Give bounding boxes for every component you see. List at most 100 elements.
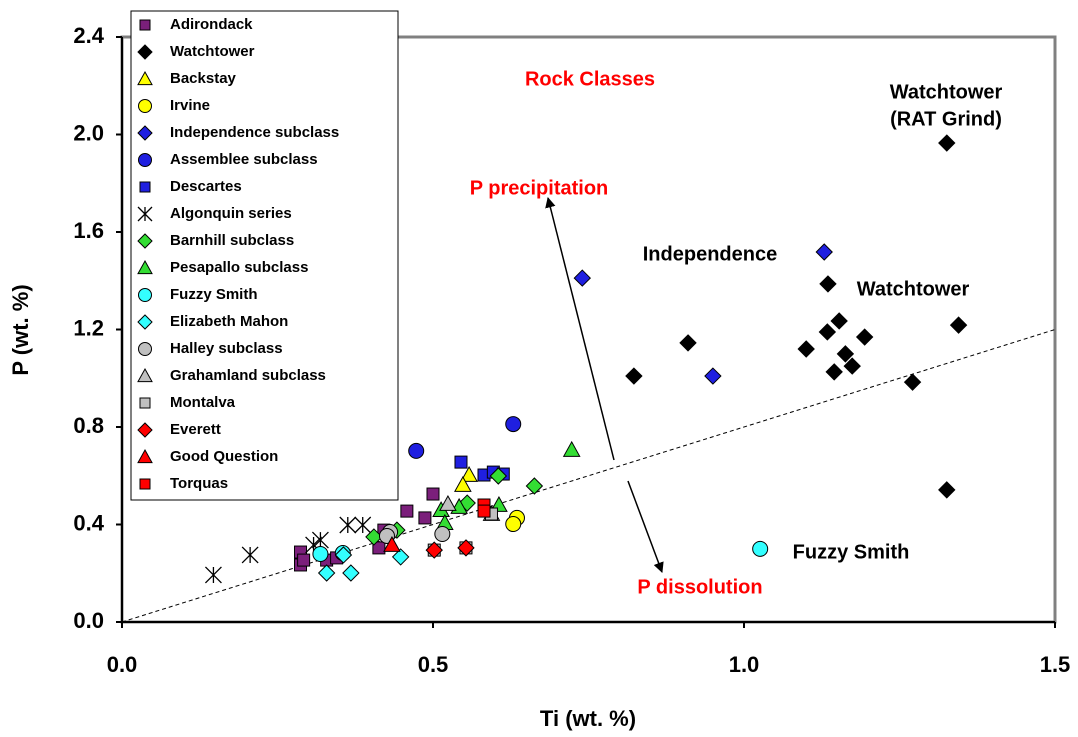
- marker-diamond: [836, 345, 855, 363]
- legend: Adirondack Watchtower Backstay Irvine Indepe…: [137, 16, 339, 492]
- legend-label: Independence subclass: [170, 124, 339, 141]
- marker-square: [372, 541, 386, 555]
- marker-diamond: [334, 546, 353, 564]
- marker-square: [418, 511, 432, 525]
- marker-diamond: [625, 367, 643, 385]
- marker-asterisk: [137, 206, 153, 222]
- marker-diamond: [573, 269, 591, 287]
- marker-diamond: [457, 539, 475, 557]
- annotation: P dissolution: [637, 576, 762, 598]
- legend-label: Fuzzy Smith: [170, 286, 258, 303]
- marker-diamond: [704, 367, 722, 385]
- arrow: [545, 196, 615, 461]
- y-tick-label: 0.0: [73, 608, 104, 633]
- x-tick-label: 0.0: [107, 652, 138, 677]
- legend-label: Elizabeth Mahon: [170, 313, 288, 330]
- marker-triangle: [454, 475, 472, 492]
- x-tick-label: 1.5: [1040, 652, 1071, 677]
- marker-diamond: [819, 275, 837, 293]
- y-tick-label: 0.8: [73, 413, 104, 438]
- marker-diamond: [825, 363, 843, 381]
- marker-asterisk: [311, 531, 329, 549]
- annotation: (RAT Grind): [890, 108, 1002, 130]
- marker-diamond: [137, 314, 153, 330]
- marker-triangle: [137, 259, 153, 275]
- x-axis-label: Ti (wt. %): [540, 706, 636, 731]
- legend-label: Descartes: [170, 178, 242, 195]
- marker-diamond: [137, 422, 153, 438]
- marker-asterisk: [241, 546, 259, 564]
- reference-line: [121, 329, 1056, 623]
- marker-triangle: [562, 440, 581, 457]
- marker-diamond: [815, 243, 833, 261]
- marker-triangle: [137, 367, 153, 383]
- marker-circle: [408, 442, 425, 459]
- marker-asterisk: [354, 516, 372, 534]
- marker-diamond: [949, 316, 968, 334]
- marker-diamond: [903, 373, 922, 391]
- y-tick-label: 1.6: [73, 218, 104, 243]
- marker-diamond: [525, 477, 544, 495]
- y-tick-label: 1.2: [73, 315, 104, 340]
- marker-square: [139, 181, 151, 193]
- annotation: P precipitation: [470, 177, 609, 199]
- marker-triangle: [383, 535, 401, 552]
- marker-triangle: [137, 70, 153, 86]
- marker-diamond: [391, 548, 410, 566]
- marker-triangle: [439, 494, 457, 511]
- marker-diamond: [137, 233, 153, 249]
- marker-circle: [434, 526, 451, 543]
- marker-circle: [138, 99, 152, 113]
- legend-label: Pesapallo subclass: [170, 259, 308, 276]
- marker-circle: [138, 288, 152, 302]
- marker-diamond: [938, 134, 956, 152]
- marker-asterisk: [339, 516, 357, 534]
- marker-asterisk: [204, 566, 222, 584]
- annotation: Rock Classes: [525, 68, 655, 90]
- legend-label: Adirondack: [170, 16, 253, 33]
- marker-circle: [752, 540, 769, 557]
- legend-label: Montalva: [170, 394, 236, 411]
- marker-square: [454, 455, 468, 469]
- x-tick-label: 1.0: [729, 652, 760, 677]
- legend-label: Good Question: [170, 448, 278, 465]
- legend-label: Watchtower: [170, 43, 255, 60]
- legend-label: Grahamland subclass: [170, 367, 326, 384]
- legend-box: [130, 10, 399, 501]
- annotation: Watchtower: [857, 278, 970, 300]
- marker-square: [139, 19, 151, 31]
- annotation: Fuzzy Smith: [793, 541, 910, 563]
- legend-label: Algonquin series: [170, 205, 292, 222]
- marker-diamond: [855, 328, 874, 346]
- marker-diamond: [818, 323, 837, 341]
- arrow: [627, 480, 664, 573]
- plot-area: [121, 134, 1056, 623]
- legend-label: Barnhill subclass: [170, 232, 294, 249]
- marker-circle: [312, 545, 329, 562]
- marker-diamond: [317, 564, 336, 582]
- marker-triangle: [460, 465, 478, 482]
- marker-square: [426, 487, 440, 501]
- marker-triangle: [137, 448, 153, 464]
- marker-diamond: [679, 334, 697, 352]
- legend-label: Backstay: [170, 70, 237, 87]
- marker-diamond: [938, 481, 956, 499]
- marker-diamond: [830, 312, 848, 330]
- x-tick-label: 0.5: [418, 652, 449, 677]
- marker-diamond: [489, 467, 508, 485]
- marker-diamond: [425, 541, 443, 559]
- legend-label: Torquas: [170, 475, 228, 492]
- annotation: Independence: [643, 243, 777, 265]
- marker-circle: [505, 416, 522, 433]
- legend-label: Irvine: [170, 97, 210, 114]
- marker-circle: [138, 342, 152, 356]
- marker-diamond: [342, 564, 360, 582]
- legend-label: Halley subclass: [170, 340, 283, 357]
- marker-diamond: [137, 125, 153, 141]
- marker-diamond: [137, 44, 153, 60]
- marker-diamond: [843, 357, 861, 375]
- y-tick-label: 2.0: [73, 120, 104, 145]
- y-tick-label: 0.4: [73, 510, 104, 535]
- y-tick-label: 2.4: [73, 23, 104, 48]
